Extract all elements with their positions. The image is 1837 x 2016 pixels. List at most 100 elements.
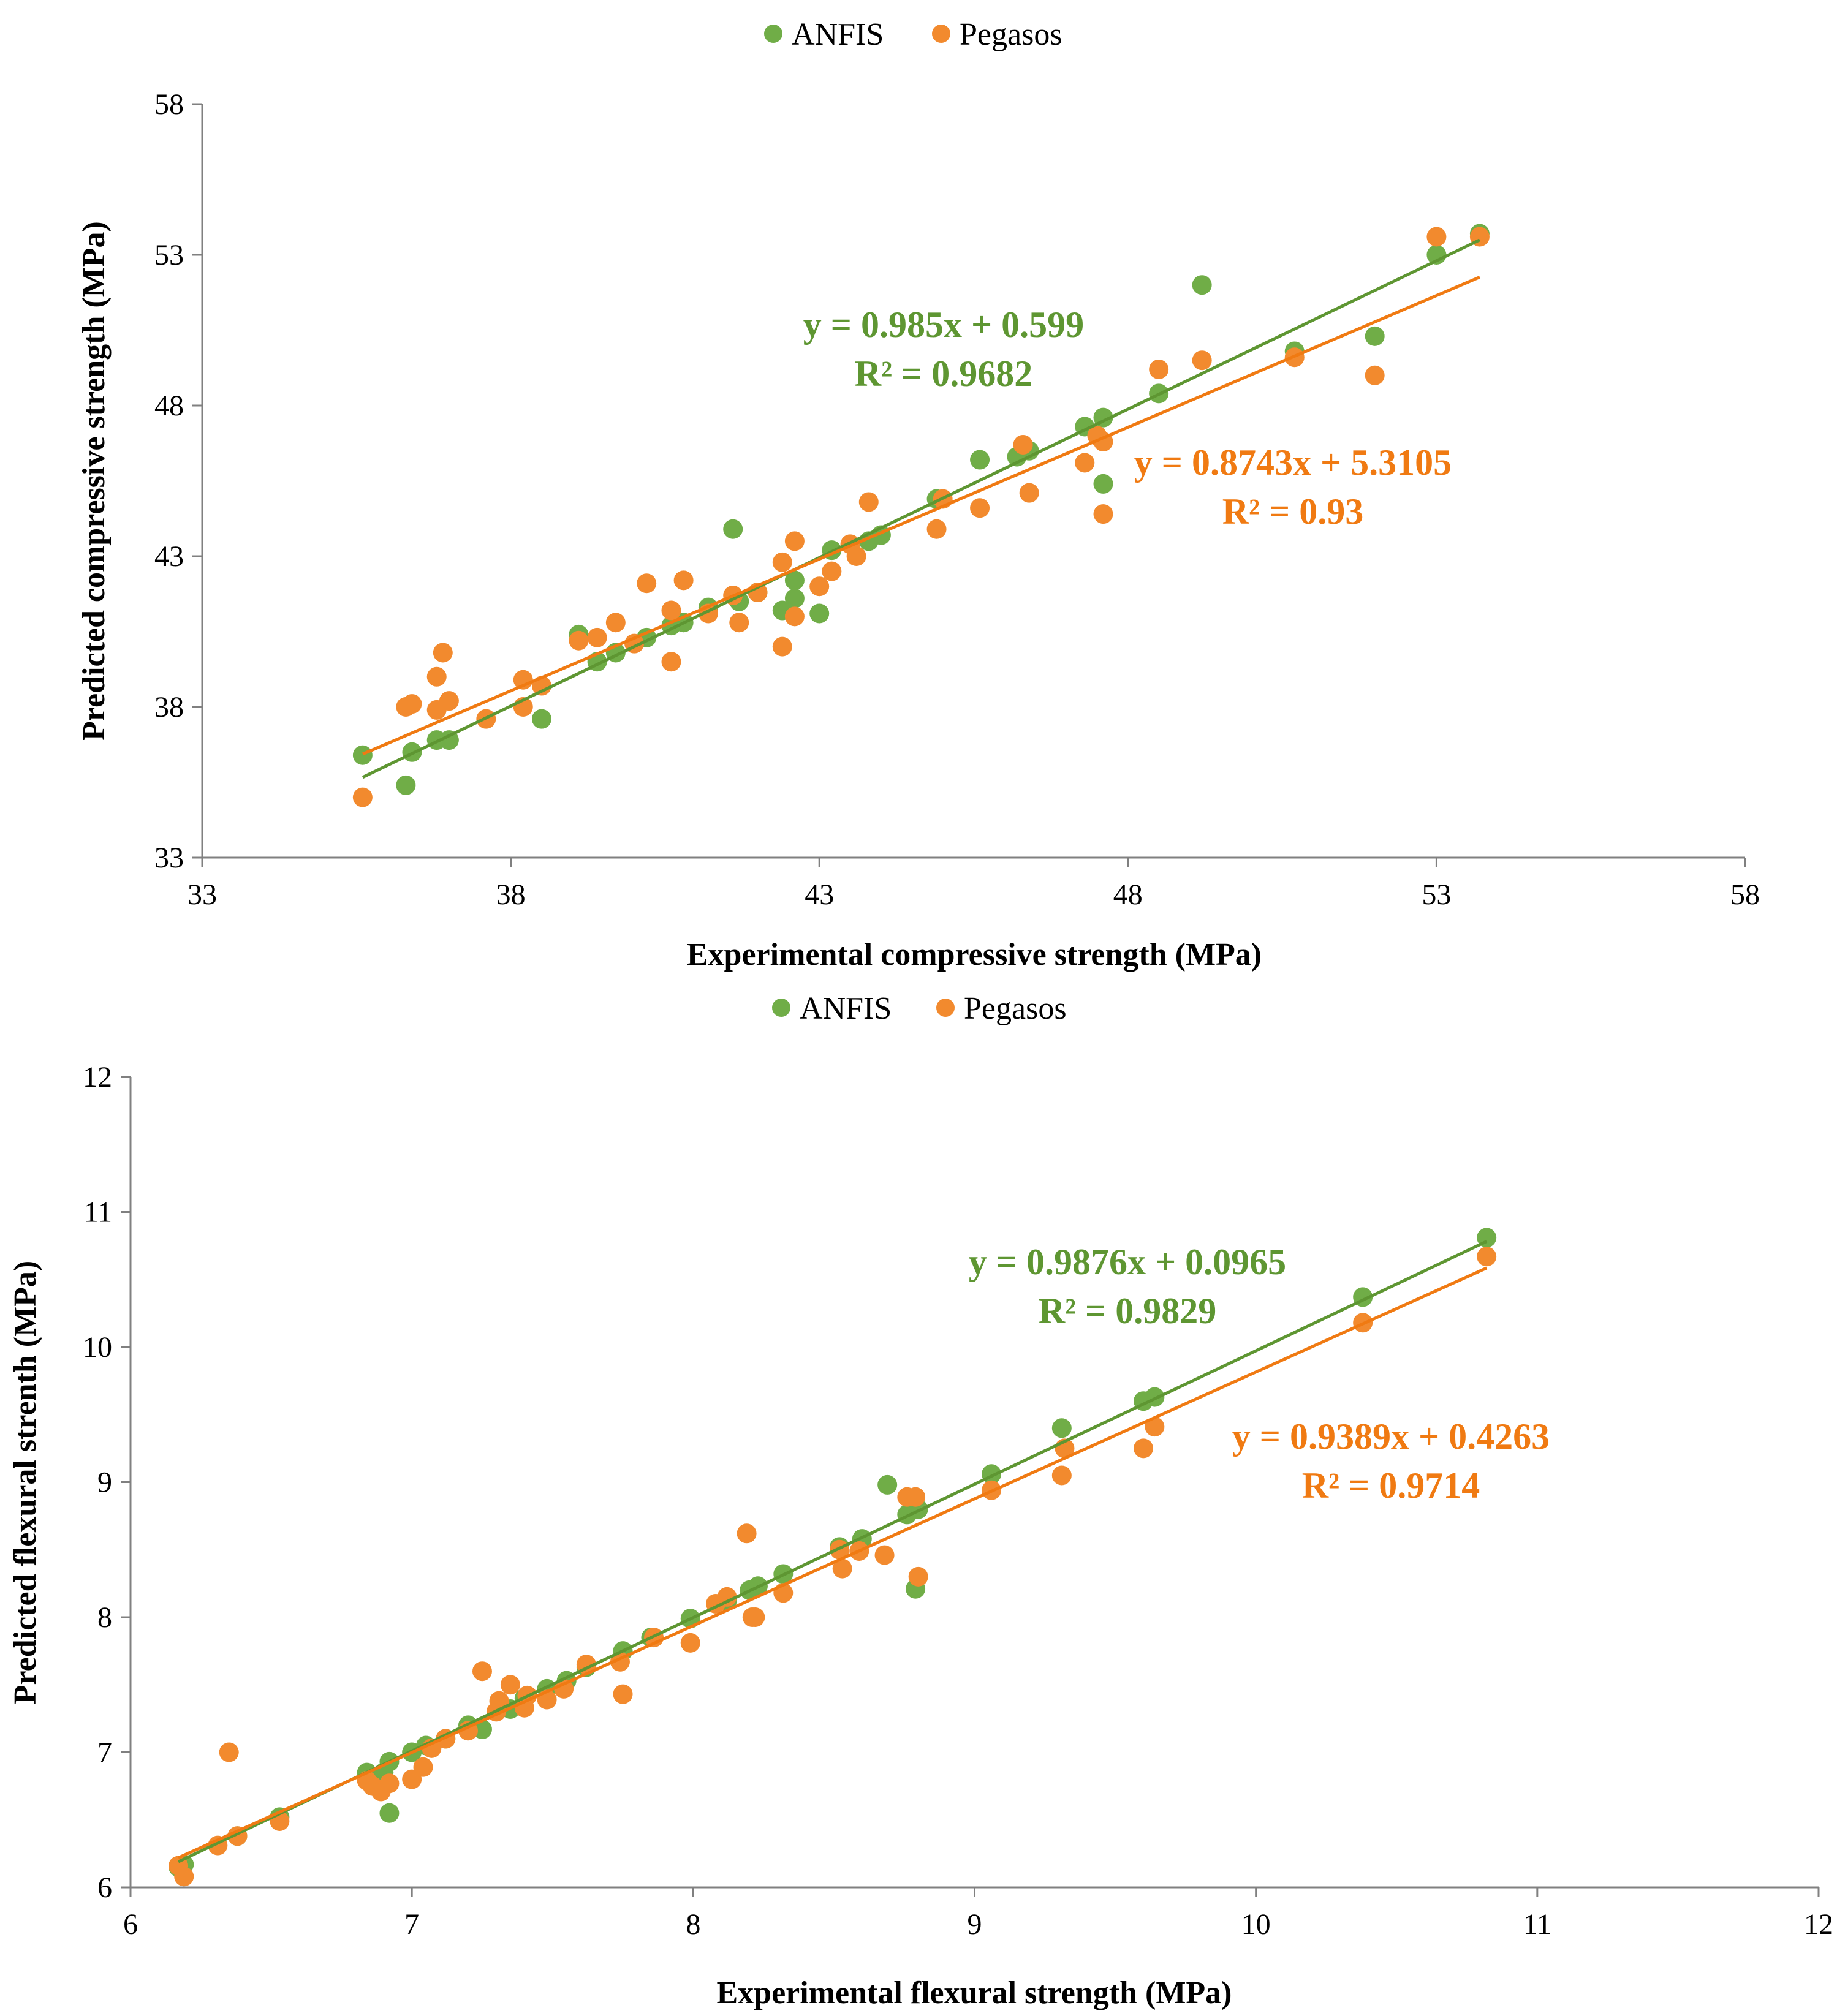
x-tick-label: 12: [1804, 1908, 1833, 1941]
data-point-pegasos: [661, 600, 681, 621]
data-point-anfis: [379, 1803, 400, 1823]
y-tick-label: 43: [154, 540, 184, 573]
x-tick-label: 6: [123, 1908, 138, 1941]
data-point-pegasos: [1093, 504, 1113, 524]
data-point-anfis: [970, 450, 990, 470]
x-tick-label: 10: [1241, 1908, 1271, 1941]
data-point-pegasos: [402, 694, 422, 714]
data-point-anfis: [1192, 275, 1212, 295]
data-point-anfis: [1051, 1418, 1072, 1438]
data-point-pegasos: [1051, 1465, 1072, 1486]
data-point-anfis: [531, 709, 551, 729]
data-point-anfis: [877, 1474, 898, 1495]
data-point-pegasos: [832, 1558, 852, 1579]
data-point-pegasos: [908, 1566, 928, 1587]
x-tick-label: 7: [404, 1908, 419, 1941]
data-point-pegasos: [352, 787, 373, 807]
data-point-anfis: [1365, 326, 1385, 346]
data-point-pegasos: [1075, 453, 1095, 473]
trendline-equation-pegasos: y = 0.8743x + 5.3105: [1134, 442, 1452, 483]
data-point-pegasos: [605, 613, 626, 633]
x-axis-title: Experimental compressive strength (MPa): [687, 937, 1262, 972]
data-point-pegasos: [613, 1684, 633, 1704]
data-point-anfis: [439, 730, 459, 750]
data-point-pegasos: [772, 636, 792, 657]
data-point-pegasos: [1145, 1417, 1165, 1437]
data-point-pegasos: [1013, 434, 1033, 455]
y-tick-label: 53: [154, 239, 184, 271]
legend-label-anfis: ANFIS: [792, 17, 884, 52]
data-point-pegasos: [772, 552, 792, 572]
trendline-pegasos: [178, 1266, 1488, 1859]
y-tick-label: 9: [97, 1467, 112, 1499]
data-point-pegasos: [822, 561, 842, 581]
data-point-pegasos: [219, 1742, 239, 1762]
x-tick-label: 8: [686, 1908, 700, 1941]
trendline-equation-anfis: y = 0.9876x + 0.0965: [969, 1242, 1286, 1282]
data-point-pegasos: [717, 1587, 737, 1607]
data-point-pegasos: [439, 691, 459, 711]
data-point-pegasos: [784, 531, 805, 551]
data-point-pegasos: [637, 573, 657, 594]
x-axis-title: Experimental flexural strength (MPa): [717, 1976, 1232, 2010]
data-point-pegasos: [433, 643, 453, 663]
y-tick-label: 11: [84, 1196, 112, 1229]
data-point-anfis: [396, 775, 416, 795]
y-tick-label: 33: [154, 842, 184, 874]
y-tick-label: 8: [97, 1601, 112, 1634]
r-squared-anfis: R² = 0.9829: [1039, 1291, 1217, 1331]
legend-label-anfis: ANFIS: [800, 991, 892, 1026]
x-tick-label: 43: [805, 878, 834, 911]
data-point-anfis: [784, 570, 805, 591]
trendline-equation-pegasos: y = 0.9389x + 0.4263: [1232, 1416, 1550, 1457]
data-point-pegasos: [1192, 350, 1212, 371]
compressive-strength-plot: 33 38 43 48 53 58 33 38 43 48 53 58 Experimental com…: [77, 17, 1760, 972]
data-point-pegasos: [500, 1675, 520, 1695]
data-point-pegasos: [1426, 227, 1447, 247]
r-squared-anfis: R² = 0.9682: [855, 353, 1033, 394]
data-point-anfis: [723, 519, 743, 539]
x-tick-label: 53: [1422, 878, 1451, 911]
trendline-anfis: [362, 238, 1480, 779]
legend-marker-pegasos: [932, 25, 950, 43]
data-point-anfis: [809, 603, 830, 624]
legend-marker-pegasos: [936, 999, 955, 1017]
data-point-pegasos: [926, 519, 947, 539]
data-point-pegasos: [745, 1607, 765, 1627]
y-tick-label: 10: [83, 1331, 112, 1364]
data-point-pegasos: [906, 1487, 926, 1507]
x-tick-label: 11: [1523, 1908, 1551, 1941]
data-point-anfis: [1093, 474, 1113, 494]
r-squared-pegasos: R² = 0.93: [1222, 491, 1364, 532]
x-tick-label: 48: [1113, 878, 1143, 911]
data-point-pegasos: [846, 546, 866, 566]
trendline-pegasos: [362, 276, 1480, 756]
data-point-pegasos: [1134, 1438, 1153, 1459]
y-tick-label: 38: [154, 691, 184, 723]
y-tick-label: 12: [83, 1061, 112, 1093]
data-point-pegasos: [569, 630, 589, 651]
legend-label-pegasos: Pegasos: [960, 17, 1062, 52]
data-point-pegasos: [970, 498, 990, 518]
data-point-pegasos: [1477, 1247, 1497, 1267]
data-point-anfis: [784, 588, 805, 608]
y-tick-label: 6: [97, 1871, 112, 1904]
data-point-pegasos: [174, 1867, 194, 1887]
data-point-pegasos: [784, 606, 805, 627]
data-point-pegasos: [680, 1633, 700, 1653]
data-point-pegasos: [426, 666, 447, 687]
y-axis-title: Predicted compressive strength (MPa): [77, 221, 112, 741]
x-tick-label: 33: [187, 878, 217, 911]
data-point-pegasos: [661, 652, 681, 672]
compressive-strength-chart: 33 38 43 48 53 58 33 38 43 48 53 58 Experimental com…: [0, 0, 1837, 1005]
legend-marker-anfis: [772, 999, 790, 1017]
data-point-pegasos: [554, 1678, 574, 1699]
data-point-pegasos: [587, 627, 607, 647]
data-point-pegasos: [729, 613, 749, 633]
data-point-pegasos: [1149, 359, 1169, 379]
y-axis-title: Predicted flexural strenth (MPa): [8, 1261, 43, 1704]
y-tick-label: 7: [97, 1737, 112, 1769]
flexural-strength-plot: 6 7 8 9 10 11 12 6 7 8 9 10 11 12 Experimental flexura…: [8, 991, 1833, 2010]
legend-label-pegasos: Pegasos: [964, 991, 1067, 1026]
r-squared-pegasos: R² = 0.9714: [1302, 1465, 1480, 1506]
